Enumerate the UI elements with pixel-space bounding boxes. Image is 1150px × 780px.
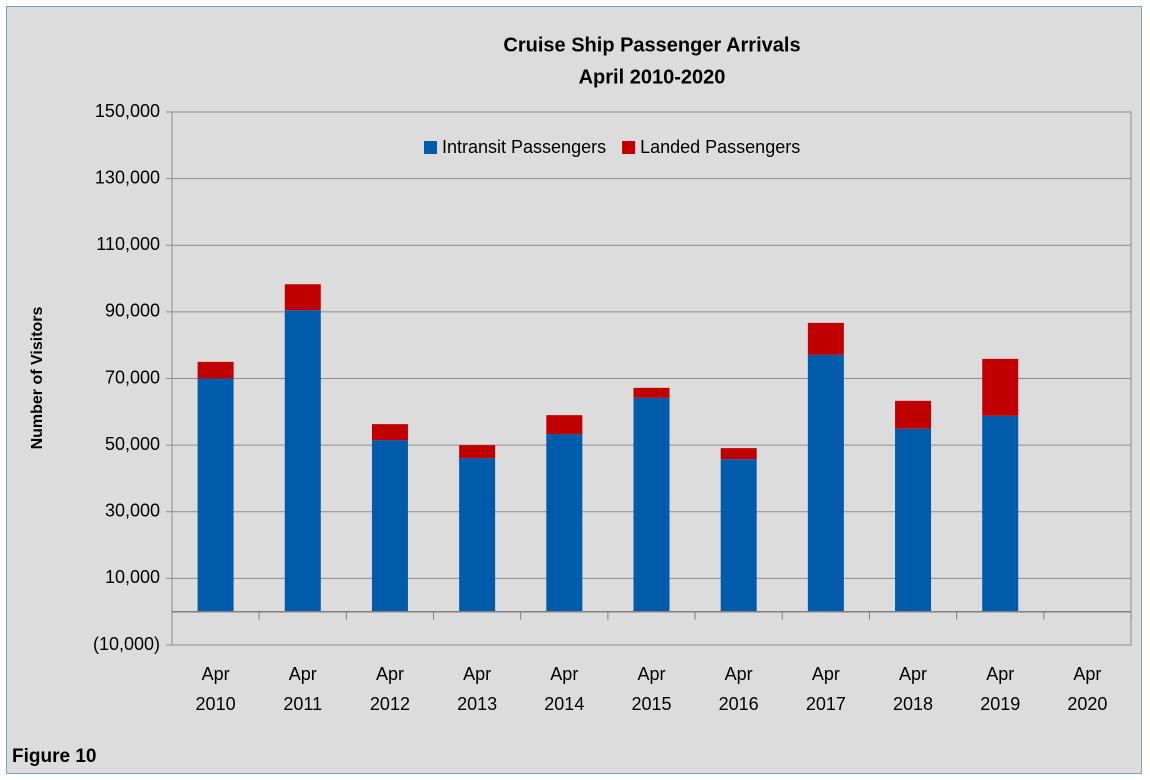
y-tick-label: (10,000) [93,634,160,654]
bar-segment [284,310,321,612]
x-tick-label: Apr 2018 [893,663,934,714]
bar-segment [633,387,670,398]
legend-swatch [622,141,636,154]
legend-label: Landed Passengers [640,137,800,157]
y-tick-label: 70,000 [105,367,160,387]
bar-segment [807,322,844,355]
x-tick-label: Apr 2014 [544,663,585,714]
bar-segment [720,459,757,612]
x-tick-label: Apr 2011 [283,663,323,714]
y-tick-label: 150,000 [95,101,160,121]
y-tick-label: 30,000 [105,501,160,521]
y-tick-label: 90,000 [105,301,160,321]
x-tick-label: Apr 2015 [631,663,672,714]
figure-label: Figure 10 [12,746,97,767]
y-tick-label: 130,000 [95,167,160,187]
y-tick-label: 50,000 [105,434,160,454]
bar-segment [459,445,496,459]
bar-segment [284,284,321,311]
x-tick-label: Apr 2013 [457,663,498,714]
bar-segment [895,428,932,612]
x-tick-label: Apr 2019 [980,663,1021,714]
bar-segment [633,397,670,612]
bar-segment [982,415,1019,612]
bar-segment [546,415,583,435]
bar-segment [371,440,408,612]
legend-swatch [424,141,437,154]
x-tick-label: Apr 2012 [369,663,410,714]
y-tick-label: 110,000 [96,234,160,254]
bar-segment [371,424,408,441]
bar-segment [546,434,583,612]
bar-segment [807,354,844,612]
x-tick-label: Apr 2010 [195,663,236,714]
chart-title: Cruise Ship Passenger Arrivals [503,34,800,56]
bar-segment [720,448,757,460]
x-tick-label: Apr 2017 [805,663,846,714]
chart-subtitle: April 2010-2020 [579,66,726,88]
bar-segment [982,358,1019,416]
legend-label: Intransit Passengers [442,137,606,157]
x-tick-label: Apr 2016 [718,663,759,714]
x-tick-label: Apr 2020 [1067,663,1108,714]
bar-segment [197,361,234,379]
bar-segment [197,378,234,612]
bar-segment [895,400,932,429]
y-tick-label: 10,000 [105,567,160,587]
y-axis-label: Number of Visitors [29,306,46,449]
bar-segment [459,458,496,612]
